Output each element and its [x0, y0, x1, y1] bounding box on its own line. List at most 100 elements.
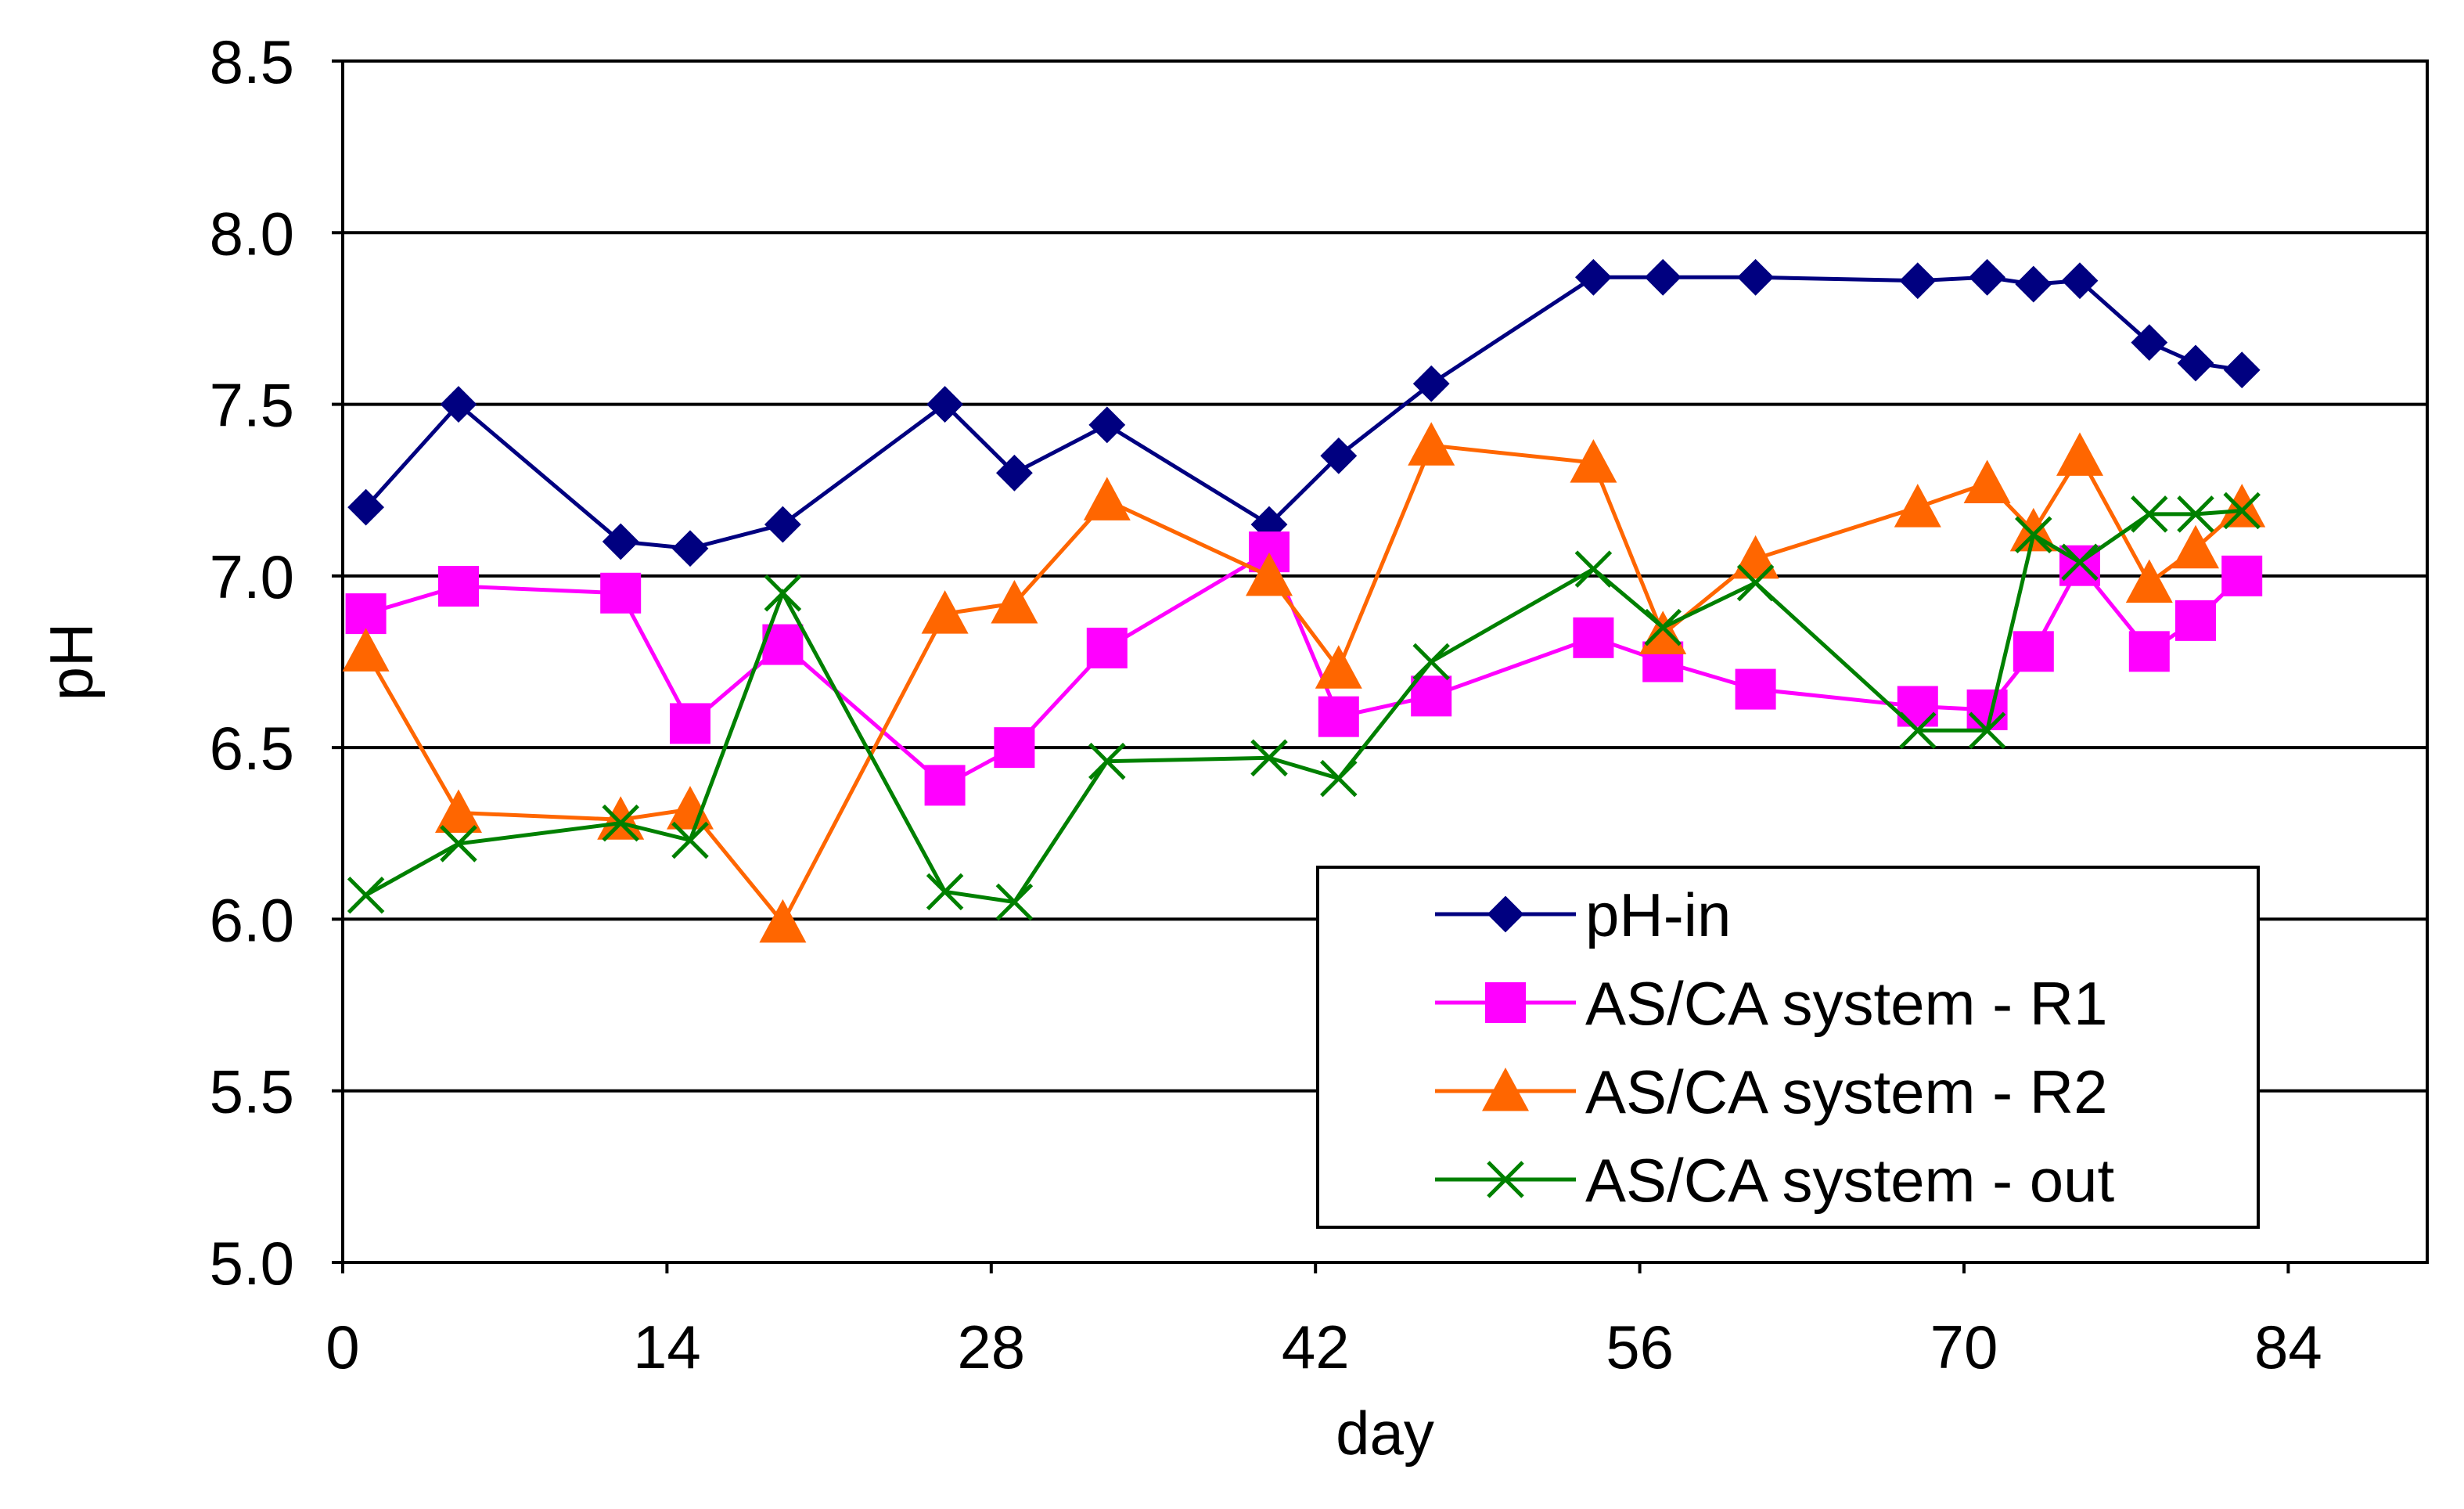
- data-point: [1899, 262, 1937, 300]
- data-point: [2013, 631, 2054, 672]
- data-point: [435, 789, 482, 833]
- data-point: [2221, 555, 2263, 596]
- data-point: [2015, 516, 2052, 553]
- x-marker-stroke: [1644, 608, 1682, 646]
- x-marker-stroke: [440, 825, 477, 863]
- data-point: [2223, 351, 2261, 389]
- data-point: [1644, 258, 1682, 296]
- data-point: [602, 523, 639, 560]
- x-marker-stroke: [1487, 1161, 1524, 1198]
- legend-label: AS/CA system - R2: [1585, 1057, 2108, 1126]
- x-axis-title: day: [1336, 1399, 1434, 1468]
- data-point: [440, 825, 477, 863]
- y-tick-label: 8.5: [210, 27, 294, 96]
- data-point: [1320, 437, 1358, 474]
- x-marker-stroke: [1899, 711, 1937, 749]
- data-point: [764, 506, 801, 543]
- x-marker-stroke: [2061, 543, 2099, 582]
- data-point: [1412, 365, 1450, 402]
- data-point: [1250, 739, 1288, 777]
- data-point: [600, 572, 642, 614]
- legend-label: AS/CA system - out: [1585, 1146, 2115, 1215]
- x-tick-label: 56: [1606, 1313, 1674, 1381]
- x-marker-stroke: [347, 876, 385, 914]
- data-point: [764, 574, 802, 612]
- x-marker-stroke: [2177, 495, 2214, 533]
- data-point: [2223, 492, 2261, 530]
- data-point: [347, 488, 385, 526]
- data-point: [759, 899, 807, 943]
- data-point: [1246, 552, 1293, 596]
- data-point: [2131, 324, 2168, 362]
- legend-label: pH-in: [1585, 881, 1731, 949]
- x-marker-stroke: [926, 873, 964, 911]
- data-point: [1318, 696, 1359, 737]
- data-point: [1897, 686, 1938, 727]
- x-marker-stroke: [1412, 643, 1450, 681]
- data-point: [995, 454, 1033, 492]
- data-point: [1639, 610, 1687, 654]
- y-tick-label: 5.0: [210, 1229, 294, 1298]
- x-marker-stroke: [671, 821, 709, 859]
- y-tick-label: 5.5: [210, 1057, 294, 1126]
- data-point: [2177, 344, 2214, 382]
- data-point: [1088, 742, 1126, 780]
- data-point: [2056, 432, 2103, 476]
- legend-entry: AS/CA system - R1: [1435, 969, 2108, 1038]
- data-point: [2128, 631, 2170, 672]
- x-tick-label: 14: [633, 1313, 701, 1381]
- x-marker-stroke: [602, 804, 639, 842]
- legend-entry: pH-in: [1435, 881, 1731, 949]
- legend-marker: [1487, 1161, 1524, 1198]
- y-axis-title: pH: [37, 623, 106, 701]
- plot-area-frame: [341, 59, 2429, 1264]
- legend-marker: [1487, 895, 1524, 933]
- x-marker-stroke: [1250, 739, 1288, 777]
- data-point: [2218, 484, 2266, 528]
- x-tick-label: 70: [1930, 1313, 1998, 1381]
- x-marker-stroke: [1320, 759, 1358, 798]
- legend-entry: AS/CA system - R2: [1435, 1057, 2108, 1126]
- data-point: [921, 590, 969, 634]
- x-tick-label: 84: [2254, 1313, 2322, 1381]
- data-point: [995, 883, 1034, 921]
- x-marker-stroke: [1736, 564, 1775, 602]
- axis-ticks: 5.0 5.5 6.0 6.5 7.0 7.5 8.0 8.5 0 14 28 42 56 70 84: [210, 27, 2322, 1381]
- data-point: [670, 703, 710, 744]
- y-tick-label: 7.5: [210, 371, 294, 440]
- data-point: [991, 579, 1038, 624]
- data-point: [438, 566, 479, 607]
- data-point: [1411, 675, 1452, 717]
- data-point: [2175, 600, 2216, 641]
- data-point: [2125, 559, 2173, 603]
- x-tick-label: 42: [1282, 1313, 1350, 1381]
- data-point: [1083, 477, 1131, 520]
- y-tick-label: 7.0: [210, 542, 294, 611]
- data-point: [1086, 627, 1128, 668]
- y-tick-label: 8.0: [210, 199, 294, 268]
- data-point: [2172, 524, 2219, 569]
- x-marker-stroke: [2131, 495, 2168, 533]
- data-point: [994, 727, 1035, 769]
- data-point: [342, 628, 390, 672]
- y-tick-label: 6.0: [210, 885, 294, 954]
- data-point: [602, 804, 639, 842]
- data-point: [440, 386, 477, 423]
- data-point: [1899, 711, 1937, 749]
- data-point: [1963, 459, 2011, 503]
- data-point: [1088, 406, 1126, 444]
- legend: pH-in AS/CA system - R1 AS/CA system - R2 A…: [1316, 866, 2260, 1229]
- data-point: [926, 386, 964, 423]
- data-point: [347, 876, 385, 914]
- x-marker-stroke: [1968, 711, 2006, 749]
- data-point: [1320, 759, 1358, 798]
- data-point: [1315, 645, 1362, 689]
- x-tick-label: 28: [957, 1313, 1025, 1381]
- legend-box: [1316, 866, 2260, 1229]
- y-tick-label: 6.5: [210, 714, 294, 783]
- series-ph-in: [347, 258, 2261, 567]
- legend-entry: AS/CA system - out: [1435, 1146, 2115, 1215]
- legend-label: AS/CA system - R1: [1585, 969, 2108, 1038]
- data-point: [1574, 550, 1613, 588]
